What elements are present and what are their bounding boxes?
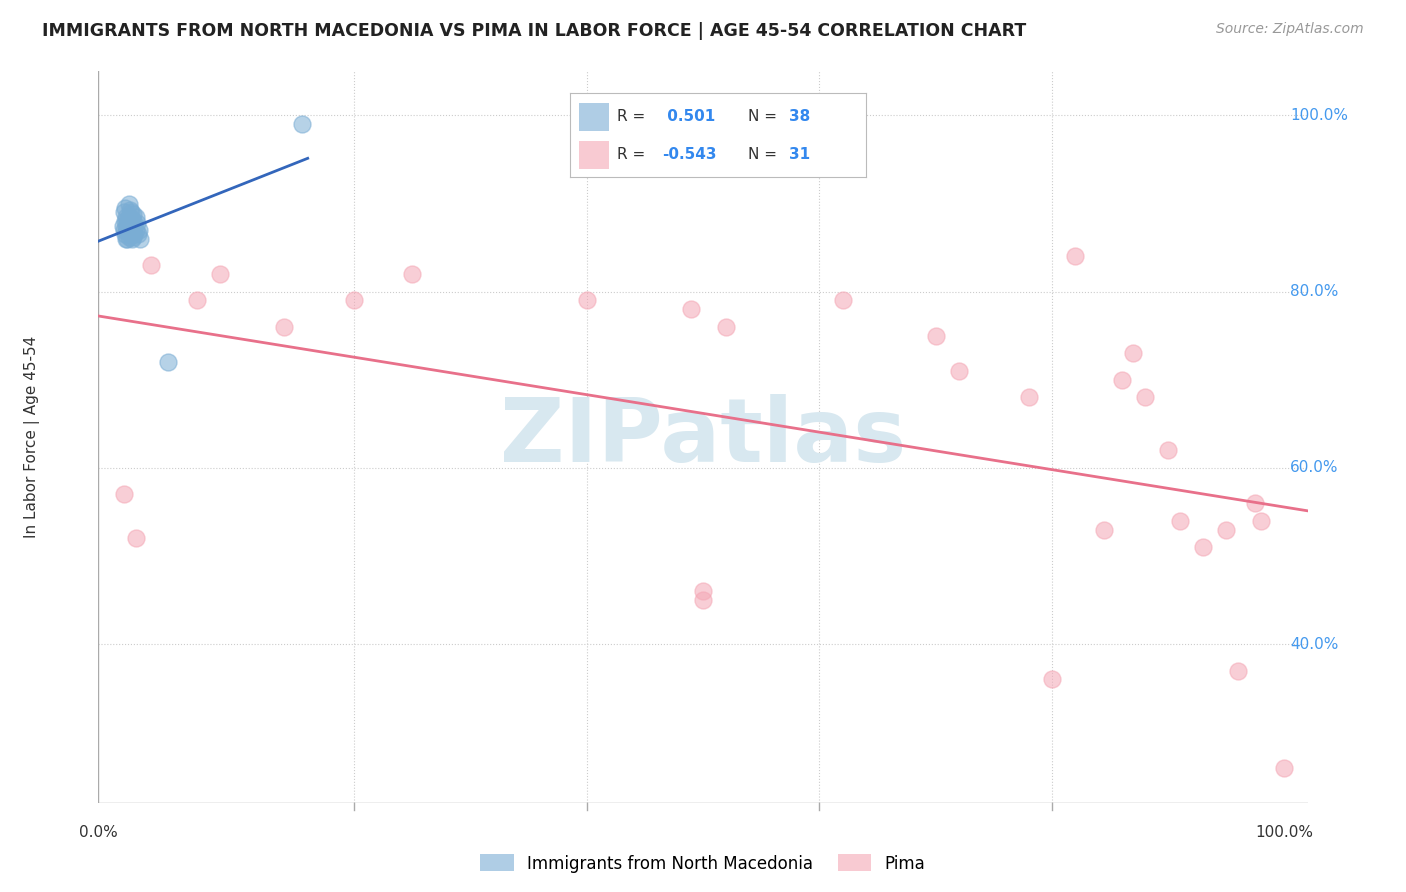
Text: Source: ZipAtlas.com: Source: ZipAtlas.com — [1216, 22, 1364, 37]
Point — [127, 227, 149, 242]
Point — [114, 214, 136, 228]
Point — [209, 267, 232, 281]
Point — [716, 320, 738, 334]
Point — [692, 593, 714, 607]
Point — [118, 219, 141, 233]
Point — [1040, 673, 1063, 687]
Point — [118, 210, 141, 224]
Point — [1226, 664, 1249, 678]
Point — [1192, 540, 1215, 554]
Point — [1215, 523, 1237, 537]
Point — [117, 223, 139, 237]
Point — [681, 302, 703, 317]
Point — [1272, 760, 1295, 774]
Point — [118, 196, 141, 211]
Point — [401, 267, 423, 281]
Point — [1244, 496, 1267, 510]
Point — [1092, 523, 1115, 537]
Point — [124, 216, 146, 230]
Text: ZIPatlas: ZIPatlas — [501, 393, 905, 481]
Point — [120, 216, 142, 230]
Legend: Immigrants from North Macedonia, Pima: Immigrants from North Macedonia, Pima — [474, 847, 932, 880]
Point — [1168, 514, 1191, 528]
Point — [122, 207, 145, 221]
Point — [114, 227, 136, 242]
Point — [118, 216, 141, 230]
Point — [831, 293, 853, 308]
Point — [121, 219, 143, 233]
Point — [343, 293, 366, 308]
Text: In Labor Force | Age 45-54: In Labor Force | Age 45-54 — [24, 336, 39, 538]
Point — [118, 225, 141, 239]
Point — [692, 584, 714, 599]
Point — [157, 355, 180, 369]
Text: 60.0%: 60.0% — [1291, 460, 1339, 475]
Point — [122, 230, 145, 244]
Point — [118, 202, 141, 217]
Text: 100.0%: 100.0% — [1256, 825, 1313, 840]
Point — [112, 487, 135, 501]
Point — [117, 232, 139, 246]
Point — [125, 216, 148, 230]
Point — [1122, 346, 1144, 360]
Point — [128, 223, 150, 237]
Point — [122, 221, 145, 235]
Point — [575, 293, 598, 308]
Point — [111, 219, 134, 233]
Point — [115, 210, 138, 224]
Point — [124, 532, 146, 546]
Point — [118, 230, 141, 244]
Point — [112, 205, 135, 219]
Point — [117, 214, 139, 228]
Text: IMMIGRANTS FROM NORTH MACEDONIA VS PIMA IN LABOR FORCE | AGE 45-54 CORRELATION C: IMMIGRANTS FROM NORTH MACEDONIA VS PIMA … — [42, 22, 1026, 40]
Point — [1018, 391, 1040, 405]
Point — [139, 258, 162, 272]
Text: 80.0%: 80.0% — [1291, 285, 1339, 299]
Point — [120, 205, 142, 219]
Point — [115, 232, 138, 246]
Text: 40.0%: 40.0% — [1291, 637, 1339, 652]
Point — [120, 227, 142, 242]
Point — [124, 223, 146, 237]
Point — [1111, 373, 1133, 387]
Point — [1064, 249, 1087, 263]
Point — [948, 364, 970, 378]
Point — [114, 201, 136, 215]
Point — [1157, 443, 1180, 458]
Point — [121, 232, 143, 246]
Text: 100.0%: 100.0% — [1291, 108, 1348, 123]
Point — [124, 210, 146, 224]
Point — [121, 212, 143, 227]
Point — [124, 227, 146, 242]
Point — [186, 293, 208, 308]
Text: 0.0%: 0.0% — [79, 825, 118, 840]
Point — [1250, 514, 1272, 528]
Point — [129, 232, 152, 246]
Point — [291, 117, 314, 131]
Point — [273, 320, 295, 334]
Point — [1133, 391, 1156, 405]
Point — [115, 219, 138, 233]
Point — [924, 328, 946, 343]
Point — [112, 223, 135, 237]
